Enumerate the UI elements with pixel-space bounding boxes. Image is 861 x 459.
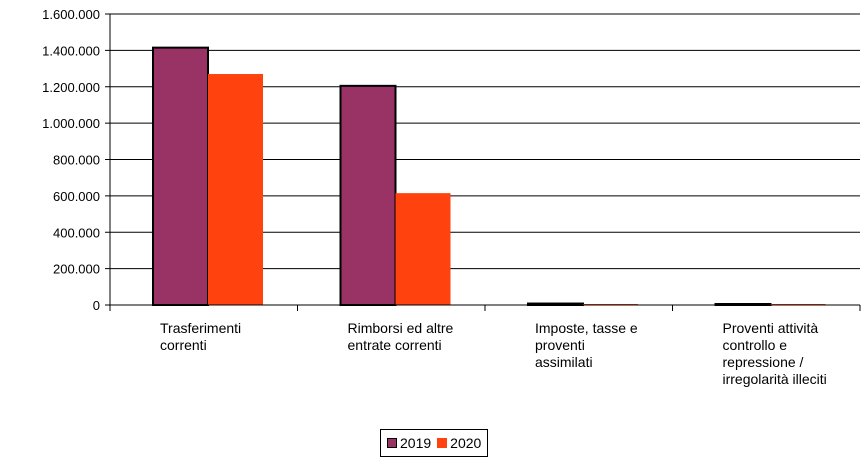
y-tick-label: 200.000 bbox=[53, 262, 100, 277]
x-tick-label: repressione / bbox=[723, 354, 804, 370]
bar-2019-2 bbox=[339, 84, 397, 306]
legend-label-2019: 2019 bbox=[400, 435, 432, 451]
y-tick-label: 1.400.000 bbox=[42, 43, 100, 58]
x-tick-label: Rimborsi ed altre bbox=[348, 320, 454, 336]
x-tick-label: correnti bbox=[160, 337, 207, 353]
y-tick-label: 600.000 bbox=[53, 189, 100, 204]
legend-label-2020: 2020 bbox=[450, 435, 482, 451]
x-tick-label: controllo e bbox=[723, 337, 788, 353]
y-tick-label: 800.000 bbox=[53, 153, 100, 168]
x-tick-label: Trasferimenti bbox=[160, 320, 241, 336]
x-tick-label: irregolarità illeciti bbox=[723, 371, 827, 387]
axes bbox=[109, 14, 861, 311]
x-tick-label: entrate correnti bbox=[348, 337, 442, 353]
y-tick-label: 0 bbox=[93, 298, 100, 313]
x-tick-label: Imposte, tasse e bbox=[535, 320, 638, 336]
y-tick-label: 1.200.000 bbox=[42, 80, 100, 95]
legend-item-2020: 2020 bbox=[437, 435, 481, 451]
legend: 2019 2020 bbox=[380, 429, 489, 457]
bar-2020-2 bbox=[395, 193, 451, 305]
legend-item-2019: 2019 bbox=[387, 435, 431, 451]
x-tick-label: assimilati bbox=[535, 354, 593, 370]
legend-swatch-2020 bbox=[437, 438, 448, 448]
legend-swatch-2019 bbox=[387, 438, 397, 448]
x-tick-label: Proventi attività bbox=[723, 320, 819, 336]
y-tick-label: 400.000 bbox=[53, 225, 100, 240]
bars bbox=[152, 46, 826, 307]
y-tick-labels: 0 200.000 400.000 600.000 800.000 1.000.000 1.… bbox=[42, 7, 100, 313]
y-tick-label: 1.000.000 bbox=[42, 116, 100, 131]
x-tick-label: proventi bbox=[535, 337, 585, 353]
bar-2020-1 bbox=[208, 74, 263, 305]
y-tick-label: 1.600.000 bbox=[42, 7, 100, 22]
bar-2019-1 bbox=[152, 46, 209, 306]
